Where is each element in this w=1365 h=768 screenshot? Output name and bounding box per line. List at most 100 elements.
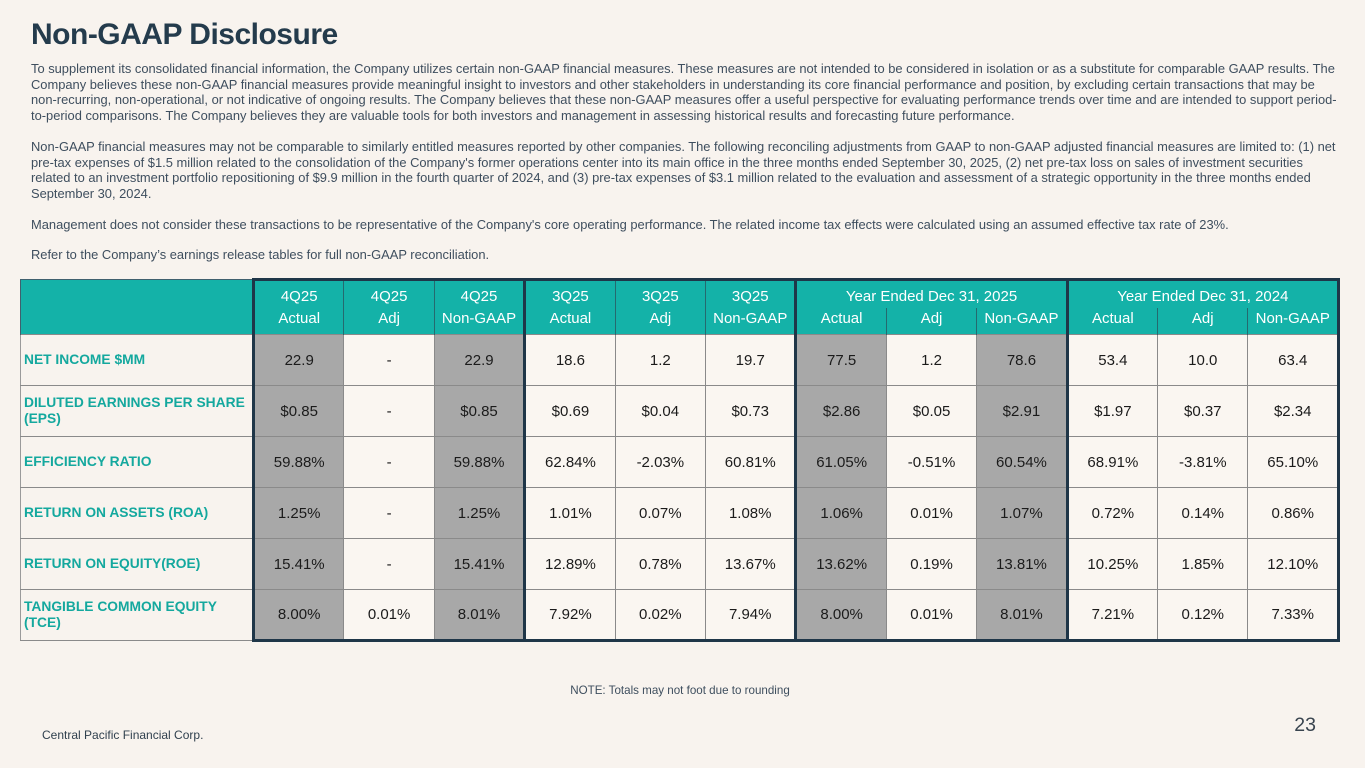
table-row: DILUTED EARNINGS PER SHARE (EPS) $0.85- $0… <box>20 385 1340 438</box>
row-label: RETURN ON ASSETS (ROA) <box>20 487 254 540</box>
data-cell: 19.7 <box>705 334 797 387</box>
non-gaap-reconciliation-table: 4Q25 4Q25 4Q25 3Q25 3Q25 3Q25 Year Ended Dec 3… <box>20 278 1341 643</box>
data-cell: - <box>343 334 435 387</box>
data-cell: 59.88% <box>251 436 345 489</box>
table-row: RETURN ON ASSETS (ROA) 1.25% -1.25% 1.01% 0.… <box>20 487 1340 540</box>
data-cell: 8.00% <box>251 589 345 643</box>
column-sub-label: Adj <box>885 307 977 335</box>
data-cell: 0.86% <box>1247 487 1340 540</box>
data-cell: $2.34 <box>1247 385 1340 438</box>
data-cell: $2.91 <box>976 385 1068 438</box>
column-sub-label: Non-GAAP <box>433 307 525 335</box>
data-cell: $0.85 <box>433 385 526 438</box>
data-cell: 15.41% <box>251 538 345 591</box>
company-footer: Central Pacific Financial Corp. <box>42 728 204 742</box>
table-row: TANGIBLE COMMON EQUITY (TCE) 8.00% 0.01% 8.… <box>20 589 1340 643</box>
data-cell: 1.08% <box>705 487 797 540</box>
column-period-label: 3Q25 <box>523 278 616 308</box>
table-body: NET INCOME $MM 22.9-22.9 18.6 1.2 19.7 77.5 1.… <box>20 334 1340 643</box>
data-cell: 0.02% <box>614 589 707 643</box>
column-sub-label: Adj <box>1157 307 1248 335</box>
data-cell: 53.4 <box>1065 334 1159 387</box>
data-cell: 62.84% <box>523 436 616 489</box>
data-cell: 8.01% <box>433 589 526 643</box>
data-cell: 60.81% <box>705 436 797 489</box>
data-cell: - <box>343 385 435 438</box>
data-cell: $0.04 <box>614 385 707 438</box>
data-cell: 1.25% <box>251 487 345 540</box>
data-cell: 0.14% <box>1157 487 1249 540</box>
data-cell: 63.4 <box>1247 334 1340 387</box>
page-number: 23 <box>1294 714 1316 736</box>
data-cell: 12.10% <box>1247 538 1340 591</box>
table-head: 4Q25 4Q25 4Q25 3Q25 3Q25 3Q25 Year Ended Dec 3… <box>20 278 1341 335</box>
data-cell: 18.6 <box>523 334 616 387</box>
data-cell: -3.81% <box>1157 436 1249 489</box>
data-cell: 13.62% <box>794 538 887 591</box>
data-cell: 15.41% <box>433 538 526 591</box>
data-cell: 59.88% <box>433 436 526 489</box>
data-cell: 1.25% <box>433 487 526 540</box>
data-cell: - <box>343 538 435 591</box>
table-row: RETURN ON EQUITY(ROE) 15.41% -15.41% 12.89%… <box>20 538 1340 591</box>
data-cell: $1.97 <box>1065 385 1159 438</box>
column-sub-label: Adj <box>614 307 706 335</box>
page-title: Non-GAAP Disclosure <box>31 18 338 51</box>
data-cell: 7.92% <box>523 589 616 643</box>
data-cell: 10.25% <box>1065 538 1159 591</box>
disclosure-paragraph-2: Non-GAAP financial measures may not be c… <box>31 138 1336 201</box>
data-cell: 65.10% <box>1247 436 1340 489</box>
data-cell: 10.0 <box>1157 334 1249 387</box>
data-cell: 0.72% <box>1065 487 1159 540</box>
table-corner-cell <box>20 279 254 335</box>
data-cell: 1.2 <box>614 334 707 387</box>
data-cell: 13.81% <box>976 538 1068 591</box>
row-label: RETURN ON EQUITY(ROE) <box>20 538 254 591</box>
column-sub-label: Actual <box>523 307 616 335</box>
data-cell: 1.01% <box>523 487 616 540</box>
data-cell: $2.86 <box>794 385 887 438</box>
disclosure-paragraph-1: To supplement its consolidated financial… <box>31 61 1337 124</box>
data-cell: 0.19% <box>885 538 978 591</box>
data-cell: 0.01% <box>885 487 978 540</box>
data-cell: 0.01% <box>343 589 435 643</box>
data-cell: 22.9 <box>433 334 526 387</box>
column-group-title: Year Ended Dec 31, 2025 <box>794 278 1068 308</box>
column-period-label: 3Q25 <box>614 278 706 308</box>
data-cell: 1.2 <box>885 334 978 387</box>
data-cell: 1.07% <box>976 487 1068 540</box>
column-sub-label: Non-GAAP <box>976 307 1068 335</box>
data-cell: 0.12% <box>1157 589 1249 643</box>
data-cell: 0.78% <box>614 538 707 591</box>
column-sub-label: Non-GAAP <box>1247 307 1340 335</box>
data-cell: -2.03% <box>614 436 707 489</box>
data-cell: 78.6 <box>976 334 1068 387</box>
data-cell: 0.01% <box>885 589 978 643</box>
disclosure-paragraph-4: Refer to the Company’s earnings release … <box>31 247 490 263</box>
data-cell: 12.89% <box>523 538 616 591</box>
data-cell: 22.9 <box>251 334 345 387</box>
data-cell: 8.00% <box>794 589 887 643</box>
row-label: EFFICIENCY RATIO <box>20 436 254 489</box>
data-cell: 0.07% <box>614 487 707 540</box>
column-sub-label: Adj <box>343 307 435 335</box>
data-cell: 13.67% <box>705 538 797 591</box>
data-cell: $0.37 <box>1157 385 1249 438</box>
data-cell: 8.01% <box>976 589 1068 643</box>
data-cell: 7.33% <box>1247 589 1340 643</box>
table-row: NET INCOME $MM 22.9-22.9 18.6 1.2 19.7 77.5 1.… <box>20 334 1340 387</box>
row-label: TANGIBLE COMMON EQUITY (TCE) <box>20 589 254 642</box>
data-cell: $0.69 <box>523 385 616 438</box>
column-period-label: 3Q25 <box>705 278 796 308</box>
column-period-label: 4Q25 <box>343 278 435 308</box>
table-row: EFFICIENCY RATIO 59.88% -59.88% 62.84% -2.03… <box>20 436 1340 489</box>
row-label: NET INCOME $MM <box>20 334 254 387</box>
column-period-label: 4Q25 <box>251 278 344 308</box>
data-cell: $0.73 <box>705 385 797 438</box>
data-cell: 61.05% <box>794 436 887 489</box>
data-cell: 1.06% <box>794 487 887 540</box>
column-sub-label: Actual <box>251 307 344 335</box>
data-cell: 7.94% <box>705 589 797 643</box>
column-sub-label: Non-GAAP <box>705 307 796 335</box>
